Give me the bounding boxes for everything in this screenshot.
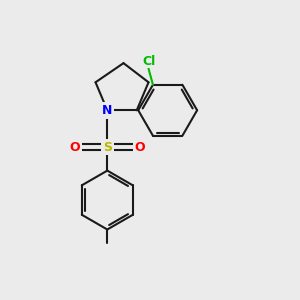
Text: N: N: [102, 104, 112, 117]
Text: S: S: [103, 141, 112, 154]
Text: O: O: [134, 141, 145, 154]
Text: Cl: Cl: [142, 55, 155, 68]
Text: O: O: [70, 141, 80, 154]
